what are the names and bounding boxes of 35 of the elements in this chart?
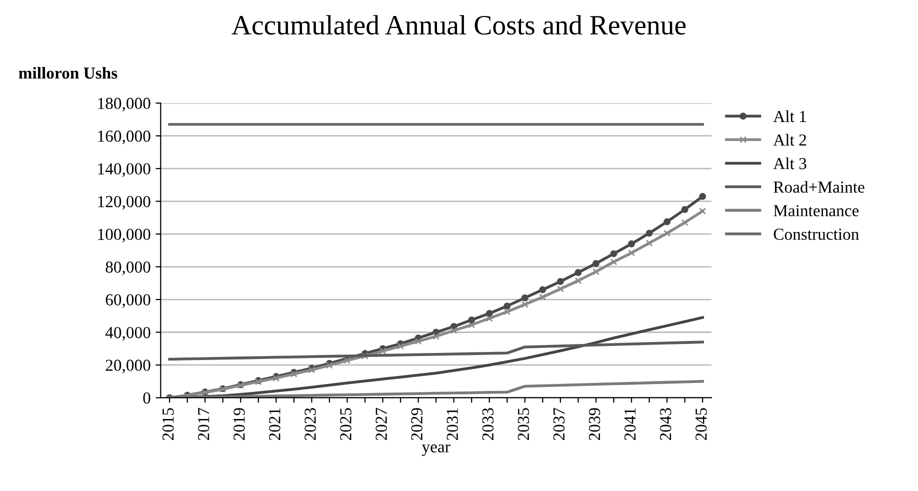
x-tick-label: 2039 [588,408,600,440]
x-axis-title: year [422,444,450,456]
y-tick-label: 20,000 [106,360,150,374]
x-tick-label: 2043 [660,408,672,440]
legend-label: Alt 2 [773,134,806,146]
y-tick-label: 60,000 [106,294,150,308]
y-tick-label: 180,000 [98,98,150,112]
y-tick-label: 0 [143,392,150,404]
y-tick-label: 140,000 [98,163,150,177]
legend-label: Road+Mainte [774,181,864,193]
y-tick-label: 40,000 [105,326,150,341]
y-tick-label: 100,000 [98,228,150,242]
x-tick-label: 2033 [482,408,494,440]
x-tick-label: 2041 [624,408,636,440]
y-tick-label: 160,000 [98,130,150,144]
x-tick-label: 2031 [446,408,458,440]
x-tick-label: 2019 [234,408,245,440]
x-tick-label: 2027 [376,408,387,440]
legend-label: Maintenance [774,205,859,216]
x-tick-label: 2045 [695,408,707,440]
y-tick-label: 80,000 [106,261,150,276]
y-axis-title: milloron Ushs [18,66,118,79]
legend-label: Alt 1 [773,110,806,122]
x-tick-label: 2029 [411,408,422,440]
y-tick-label: 120,000 [98,196,150,210]
chart-title: Accumulated Annual Costs and Revenue [232,15,686,35]
legend-label: Construction [774,228,859,240]
x-tick-label: 2015 [162,408,174,440]
x-tick-label: 2035 [518,408,530,440]
x-tick-label: 2021 [269,408,280,440]
legend-label: Alt 3 [773,157,806,170]
x-tick-label: 2037 [553,408,565,440]
x-tick-label: 2017 [198,408,210,440]
x-tick-label: 2025 [340,408,352,440]
x-tick-label: 2023 [304,408,316,440]
